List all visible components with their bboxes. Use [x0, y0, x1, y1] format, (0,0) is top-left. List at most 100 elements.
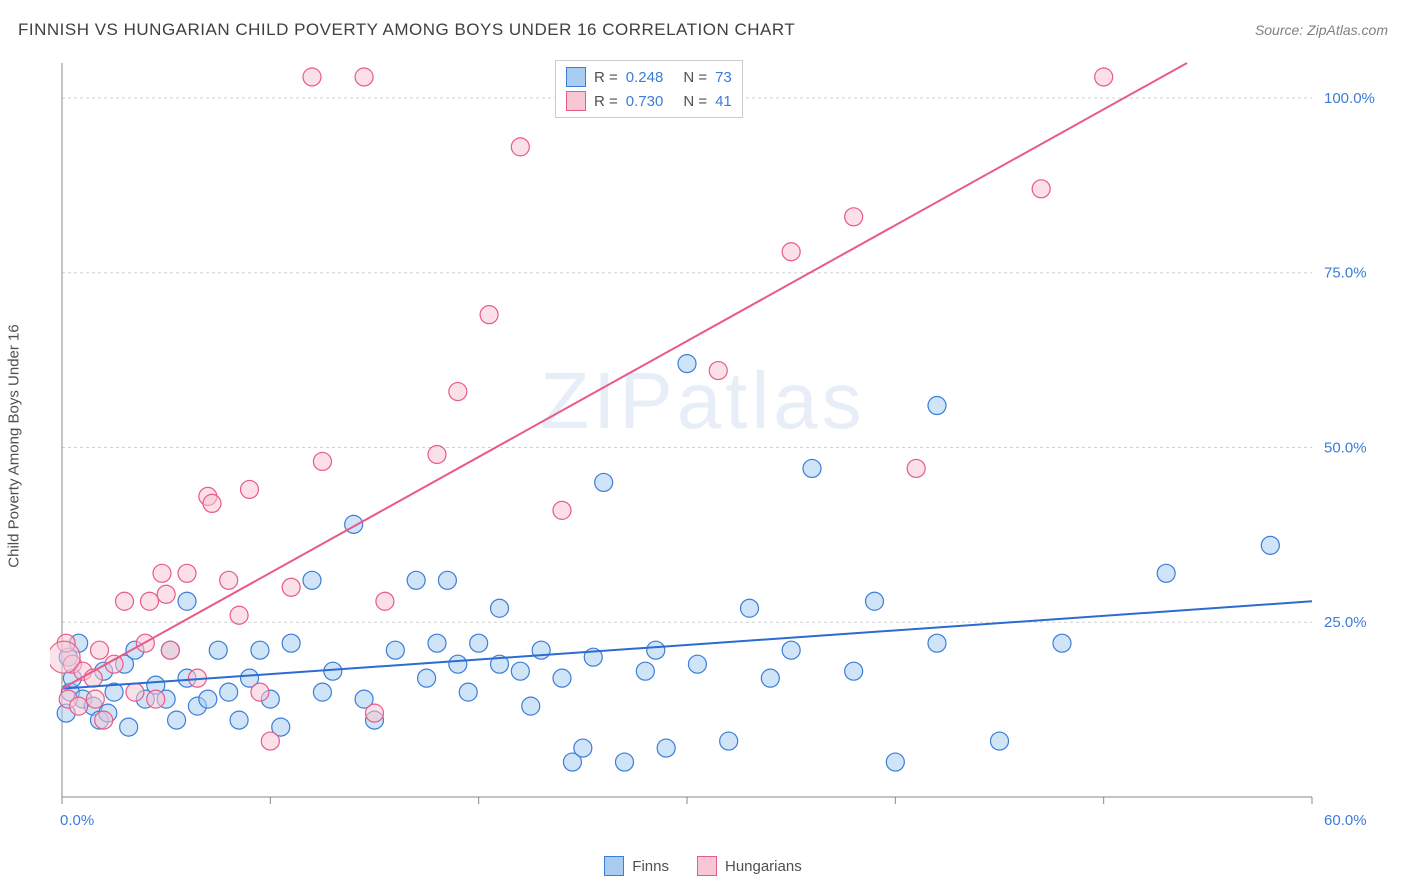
data-point	[178, 564, 196, 582]
data-point	[95, 711, 113, 729]
scatter-plot: 25.0% 50.0% 75.0% 100.0% 0.0% 60.0%	[50, 55, 1390, 845]
y-tick-label: 25.0%	[1324, 614, 1367, 631]
stat-n-value: 41	[715, 93, 732, 110]
stat-n-label: N =	[683, 93, 707, 110]
data-point	[70, 697, 88, 715]
data-point	[511, 138, 529, 156]
data-point	[407, 571, 425, 589]
data-point	[209, 641, 227, 659]
data-point	[220, 683, 238, 701]
data-point	[282, 634, 300, 652]
stat-r-value: 0.248	[626, 69, 664, 86]
legend-label: Finns	[632, 858, 669, 875]
data-point	[157, 585, 175, 603]
data-point	[282, 578, 300, 596]
y-tick-label: 100.0%	[1324, 90, 1375, 107]
data-point	[886, 753, 904, 771]
data-point	[1053, 634, 1071, 652]
data-point	[845, 208, 863, 226]
data-point	[636, 662, 654, 680]
data-point	[116, 592, 134, 610]
data-point	[126, 683, 144, 701]
data-point	[230, 606, 248, 624]
data-point	[1095, 68, 1113, 86]
data-point	[261, 732, 279, 750]
data-point	[470, 634, 488, 652]
data-point	[459, 683, 477, 701]
data-point	[303, 571, 321, 589]
data-point	[845, 662, 863, 680]
data-point	[220, 571, 238, 589]
stats-row: R = 0.248N = 73	[566, 65, 732, 89]
data-point	[761, 669, 779, 687]
data-point	[709, 362, 727, 380]
data-point	[168, 711, 186, 729]
data-point	[678, 355, 696, 373]
series-legend: Finns Hungarians	[0, 856, 1406, 876]
trend-line	[62, 63, 1187, 689]
data-point	[376, 592, 394, 610]
data-point	[251, 641, 269, 659]
stat-r-label: R =	[594, 69, 618, 86]
data-point	[313, 452, 331, 470]
stats-legend-box: R = 0.248N = 73R = 0.730N = 41	[555, 60, 743, 118]
title-bar: FINNISH VS HUNGARIAN CHILD POVERTY AMONG…	[18, 20, 1388, 40]
data-point	[91, 641, 109, 659]
data-point	[303, 68, 321, 86]
data-point	[688, 655, 706, 673]
stats-row: R = 0.730N = 41	[566, 89, 732, 113]
data-point	[647, 641, 665, 659]
data-point	[522, 697, 540, 715]
data-point	[866, 592, 884, 610]
data-point	[313, 683, 331, 701]
swatch-icon	[566, 91, 586, 111]
stat-n-value: 73	[715, 69, 732, 86]
data-point	[741, 599, 759, 617]
data-point	[595, 473, 613, 491]
data-point	[480, 306, 498, 324]
legend-label: Hungarians	[725, 858, 802, 875]
swatch-icon	[566, 67, 586, 87]
data-point	[251, 683, 269, 701]
data-point	[803, 459, 821, 477]
x-tick-label: 60.0%	[1324, 812, 1367, 829]
data-point	[616, 753, 634, 771]
y-tick-label: 50.0%	[1324, 439, 1367, 456]
data-point	[141, 592, 159, 610]
data-point	[449, 655, 467, 673]
data-point	[449, 383, 467, 401]
x-tick-label: 0.0%	[60, 812, 94, 829]
data-point	[161, 641, 179, 659]
data-point	[199, 690, 217, 708]
data-point	[178, 592, 196, 610]
data-point	[491, 599, 509, 617]
data-point	[324, 662, 342, 680]
swatch-icon	[604, 856, 624, 876]
stat-r-label: R =	[594, 93, 618, 110]
y-axis-label: Child Poverty Among Boys Under 16	[6, 324, 23, 567]
data-point	[553, 501, 571, 519]
trend-line	[62, 601, 1312, 688]
data-point	[86, 690, 104, 708]
data-point	[203, 494, 221, 512]
data-point	[720, 732, 738, 750]
data-point	[438, 571, 456, 589]
data-point	[928, 634, 946, 652]
y-tick-label: 75.0%	[1324, 265, 1367, 282]
data-point	[355, 68, 373, 86]
data-point	[1261, 536, 1279, 554]
data-point	[928, 397, 946, 415]
data-point	[511, 662, 529, 680]
data-point	[386, 641, 404, 659]
legend-item: Hungarians	[697, 856, 802, 876]
data-point	[1157, 564, 1175, 582]
chart-container: FINNISH VS HUNGARIAN CHILD POVERTY AMONG…	[0, 0, 1406, 892]
data-point	[553, 669, 571, 687]
data-point	[153, 564, 171, 582]
legend-item: Finns	[604, 856, 669, 876]
data-point	[782, 641, 800, 659]
data-point	[418, 669, 436, 687]
data-point	[428, 445, 446, 463]
data-point	[1032, 180, 1050, 198]
data-point	[230, 711, 248, 729]
